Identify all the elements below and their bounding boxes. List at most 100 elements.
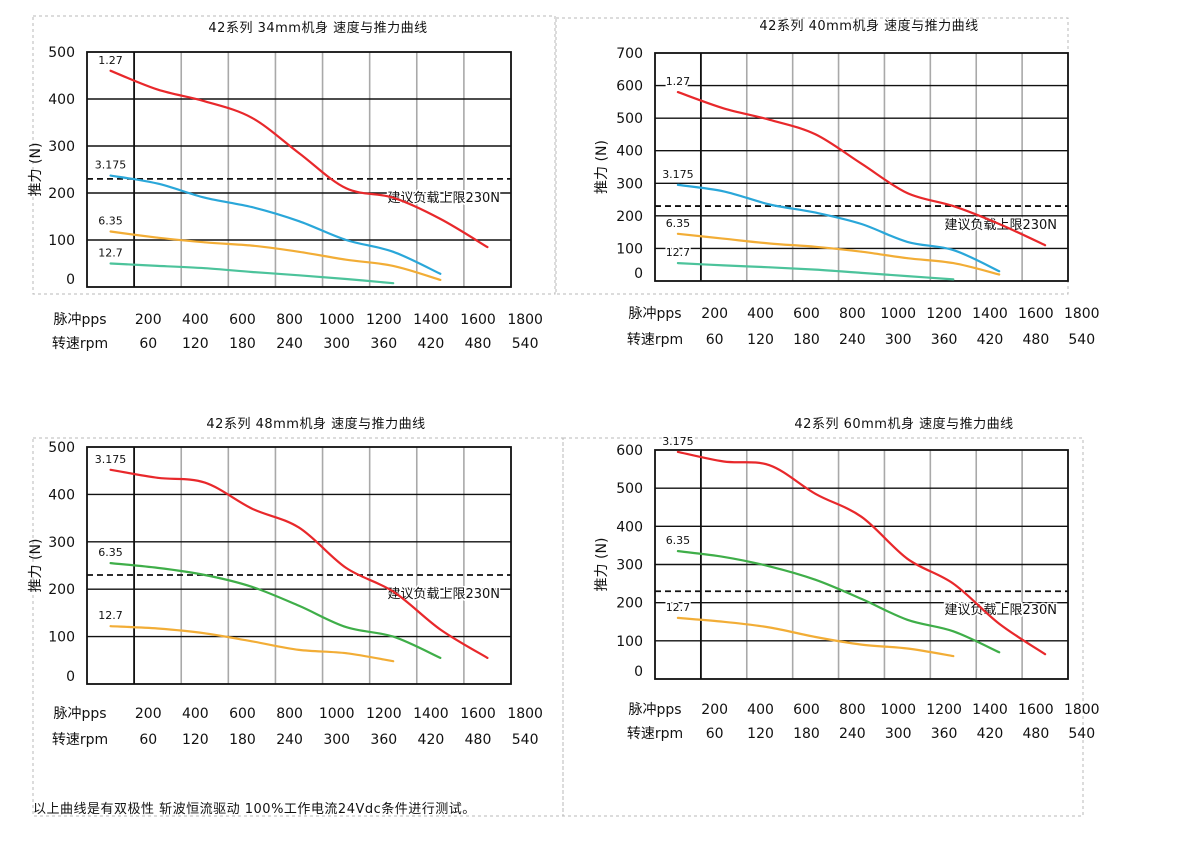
series-line-3.175 bbox=[676, 183, 1001, 273]
y-tick-label: 500 bbox=[616, 111, 643, 127]
x-tick-rpm: 540 bbox=[512, 732, 539, 748]
y-tick-label: 600 bbox=[616, 79, 643, 95]
x-tick-pps: 1400 bbox=[413, 706, 449, 722]
x-tick-rpm: 420 bbox=[418, 336, 445, 352]
y-tick-label: 500 bbox=[48, 440, 75, 456]
data-point-6.35 bbox=[439, 279, 442, 281]
x-tick-pps: 200 bbox=[701, 702, 728, 718]
x-row-label-rpm: 转速rpm bbox=[52, 336, 108, 352]
x-tick-pps: 600 bbox=[229, 706, 256, 722]
y-tick-label: 400 bbox=[616, 519, 643, 535]
data-point-6.35 bbox=[998, 273, 1001, 276]
data-point-3.175 bbox=[677, 451, 679, 453]
x-tick-rpm: 180 bbox=[229, 732, 256, 748]
data-point-3.175 bbox=[156, 182, 159, 185]
data-point-3.175 bbox=[439, 628, 442, 631]
data-point-6.35 bbox=[952, 630, 955, 633]
x-tick-pps: 400 bbox=[182, 312, 209, 328]
data-point-6.35 bbox=[677, 550, 679, 553]
test-conditions-note: 以上曲线是有双极性 斩波恒流驱动 100%工作电流24Vdc条件进行测试。 bbox=[33, 802, 476, 817]
series-label: 6.35 bbox=[98, 215, 123, 228]
x-tick-rpm: 360 bbox=[931, 726, 958, 742]
x-tick-rpm: 360 bbox=[370, 336, 397, 352]
data-point-6.35 bbox=[345, 258, 348, 261]
data-point-3.175 bbox=[768, 203, 771, 206]
data-point-1.27 bbox=[998, 223, 1001, 225]
data-point-3.175 bbox=[952, 582, 955, 585]
series-label: 6.35 bbox=[98, 546, 123, 559]
x-tick-rpm: 360 bbox=[370, 732, 397, 748]
y-tick-label: 100 bbox=[616, 241, 643, 257]
x-tick-pps: 400 bbox=[747, 702, 774, 718]
x-tick-pps: 400 bbox=[747, 306, 774, 322]
x-tick-pps: 1400 bbox=[972, 306, 1008, 322]
x-tick-rpm: 300 bbox=[885, 726, 912, 742]
x-tick-pps: 1400 bbox=[413, 312, 449, 328]
y-tick-label: 200 bbox=[616, 209, 643, 225]
x-tick-pps: 1800 bbox=[1064, 702, 1100, 718]
data-point-6.35 bbox=[250, 244, 253, 247]
series-label: 3.175 bbox=[662, 435, 694, 448]
data-point-6.35 bbox=[722, 555, 725, 558]
data-point-3.175 bbox=[814, 211, 817, 214]
data-point-12.7 bbox=[345, 278, 348, 280]
data-point-3.175 bbox=[906, 557, 909, 560]
x-tick-rpm: 60 bbox=[139, 732, 157, 748]
x-tick-pps: 1600 bbox=[1018, 306, 1054, 322]
x-row-label-rpm: 转速rpm bbox=[52, 732, 108, 748]
data-point-12.7 bbox=[906, 275, 909, 278]
series-label: 3.175 bbox=[95, 159, 127, 172]
series-label: 6.35 bbox=[666, 534, 691, 547]
y-tick-label: 400 bbox=[48, 92, 75, 108]
y-tick-label: 100 bbox=[616, 634, 643, 650]
data-point-3.175 bbox=[486, 657, 489, 659]
data-point-1.27 bbox=[250, 116, 253, 119]
x-tick-pps: 200 bbox=[135, 706, 162, 722]
data-point-12.7 bbox=[250, 271, 253, 273]
data-point-12.7 bbox=[203, 267, 206, 270]
x-tick-pps: 1600 bbox=[460, 706, 496, 722]
y-axis-label: 推力 (N) bbox=[28, 539, 44, 593]
x-tick-pps: 1800 bbox=[507, 706, 543, 722]
x-tick-pps: 200 bbox=[701, 306, 728, 322]
data-point-6.35 bbox=[768, 565, 771, 568]
data-point-12.7 bbox=[156, 627, 159, 630]
y-tick-label: 0 bbox=[634, 664, 643, 680]
y-tick-label: 200 bbox=[616, 596, 643, 612]
data-point-6.35 bbox=[768, 242, 771, 245]
x-tick-pps: 1000 bbox=[319, 706, 355, 722]
series-line-3.175 bbox=[109, 174, 442, 275]
x-tick-rpm: 300 bbox=[323, 336, 350, 352]
data-point-6.35 bbox=[345, 626, 348, 629]
data-point-1.27 bbox=[298, 152, 300, 154]
data-point-6.35 bbox=[156, 236, 159, 239]
y-tick-label: 500 bbox=[616, 481, 643, 497]
data-point-1.27 bbox=[109, 69, 112, 72]
data-point-12.7 bbox=[860, 271, 863, 274]
plot-border bbox=[654, 52, 1069, 282]
x-tick-pps: 1000 bbox=[319, 312, 355, 328]
plot-border bbox=[86, 446, 512, 685]
data-point-12.7 bbox=[860, 643, 863, 646]
chart-title: 42系列 34mm机身 速度与推力曲线 bbox=[208, 20, 427, 36]
x-tick-rpm: 300 bbox=[323, 732, 350, 748]
data-point-12.7 bbox=[345, 652, 348, 655]
data-point-1.27 bbox=[814, 133, 817, 136]
x-tick-rpm: 540 bbox=[1068, 332, 1095, 348]
data-point-6.35 bbox=[250, 585, 253, 588]
y-tick-label: 600 bbox=[616, 443, 643, 459]
data-point-1.27 bbox=[722, 107, 725, 110]
data-point-12.7 bbox=[677, 262, 679, 264]
load-limit-label: 建议负载上限230N bbox=[944, 603, 1057, 618]
data-point-12.7 bbox=[722, 264, 725, 267]
x-tick-pps: 800 bbox=[276, 706, 303, 722]
x-tick-pps: 600 bbox=[793, 306, 820, 322]
data-point-12.7 bbox=[250, 640, 253, 643]
x-tick-rpm: 120 bbox=[747, 332, 774, 348]
data-point-12.7 bbox=[768, 266, 771, 269]
data-point-3.175 bbox=[203, 481, 206, 484]
data-point-6.35 bbox=[392, 264, 395, 267]
series-label: 1.27 bbox=[98, 54, 123, 67]
x-tick-rpm: 120 bbox=[182, 336, 209, 352]
x-tick-pps: 1200 bbox=[366, 312, 402, 328]
